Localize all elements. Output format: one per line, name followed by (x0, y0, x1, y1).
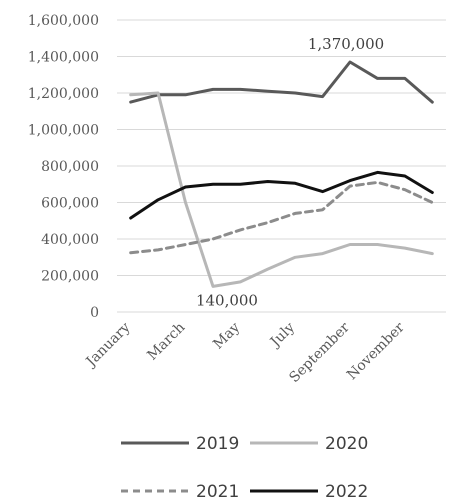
y-tick-label: 1,400,000 (28, 50, 99, 66)
y-axis-ticks: 0 200,000 400,000 600,000 800,000 1,000,000 1,… (28, 13, 99, 321)
x-tick-label: January (82, 319, 134, 371)
x-tick-label: July (266, 319, 298, 351)
x-tick-label: November (344, 319, 408, 383)
legend-label: 2020 (325, 434, 368, 454)
y-tick-label: 600,000 (41, 196, 99, 212)
data-label: 140,000 (196, 291, 258, 309)
series-line-2020 (129, 91, 434, 288)
data-annotations: 1,370,000 140,000 (196, 35, 384, 309)
series-line-2022 (129, 170, 434, 220)
legend-label: 2019 (196, 434, 239, 454)
y-tick-label: 400,000 (41, 232, 99, 248)
series-line-2021 (129, 180, 434, 255)
y-tick-label: 1,600,000 (28, 13, 99, 29)
y-tick-label: 200,000 (41, 269, 99, 285)
y-tick-label: 0 (90, 305, 99, 321)
y-tick-label: 1,200,000 (28, 86, 99, 102)
x-tick-label: March (144, 320, 188, 364)
legend-label: 2022 (325, 482, 368, 500)
y-tick-label: 1,000,000 (28, 123, 99, 139)
series-line-2019 (129, 60, 434, 104)
legend: 2019 2020 2021 2022 (121, 434, 368, 500)
x-tick-label: May (210, 319, 243, 352)
series-lines (129, 60, 434, 288)
gridlines (117, 19, 446, 313)
data-label: 1,370,000 (308, 35, 384, 53)
legend-label: 2021 (196, 482, 239, 500)
y-tick-label: 800,000 (41, 159, 99, 175)
